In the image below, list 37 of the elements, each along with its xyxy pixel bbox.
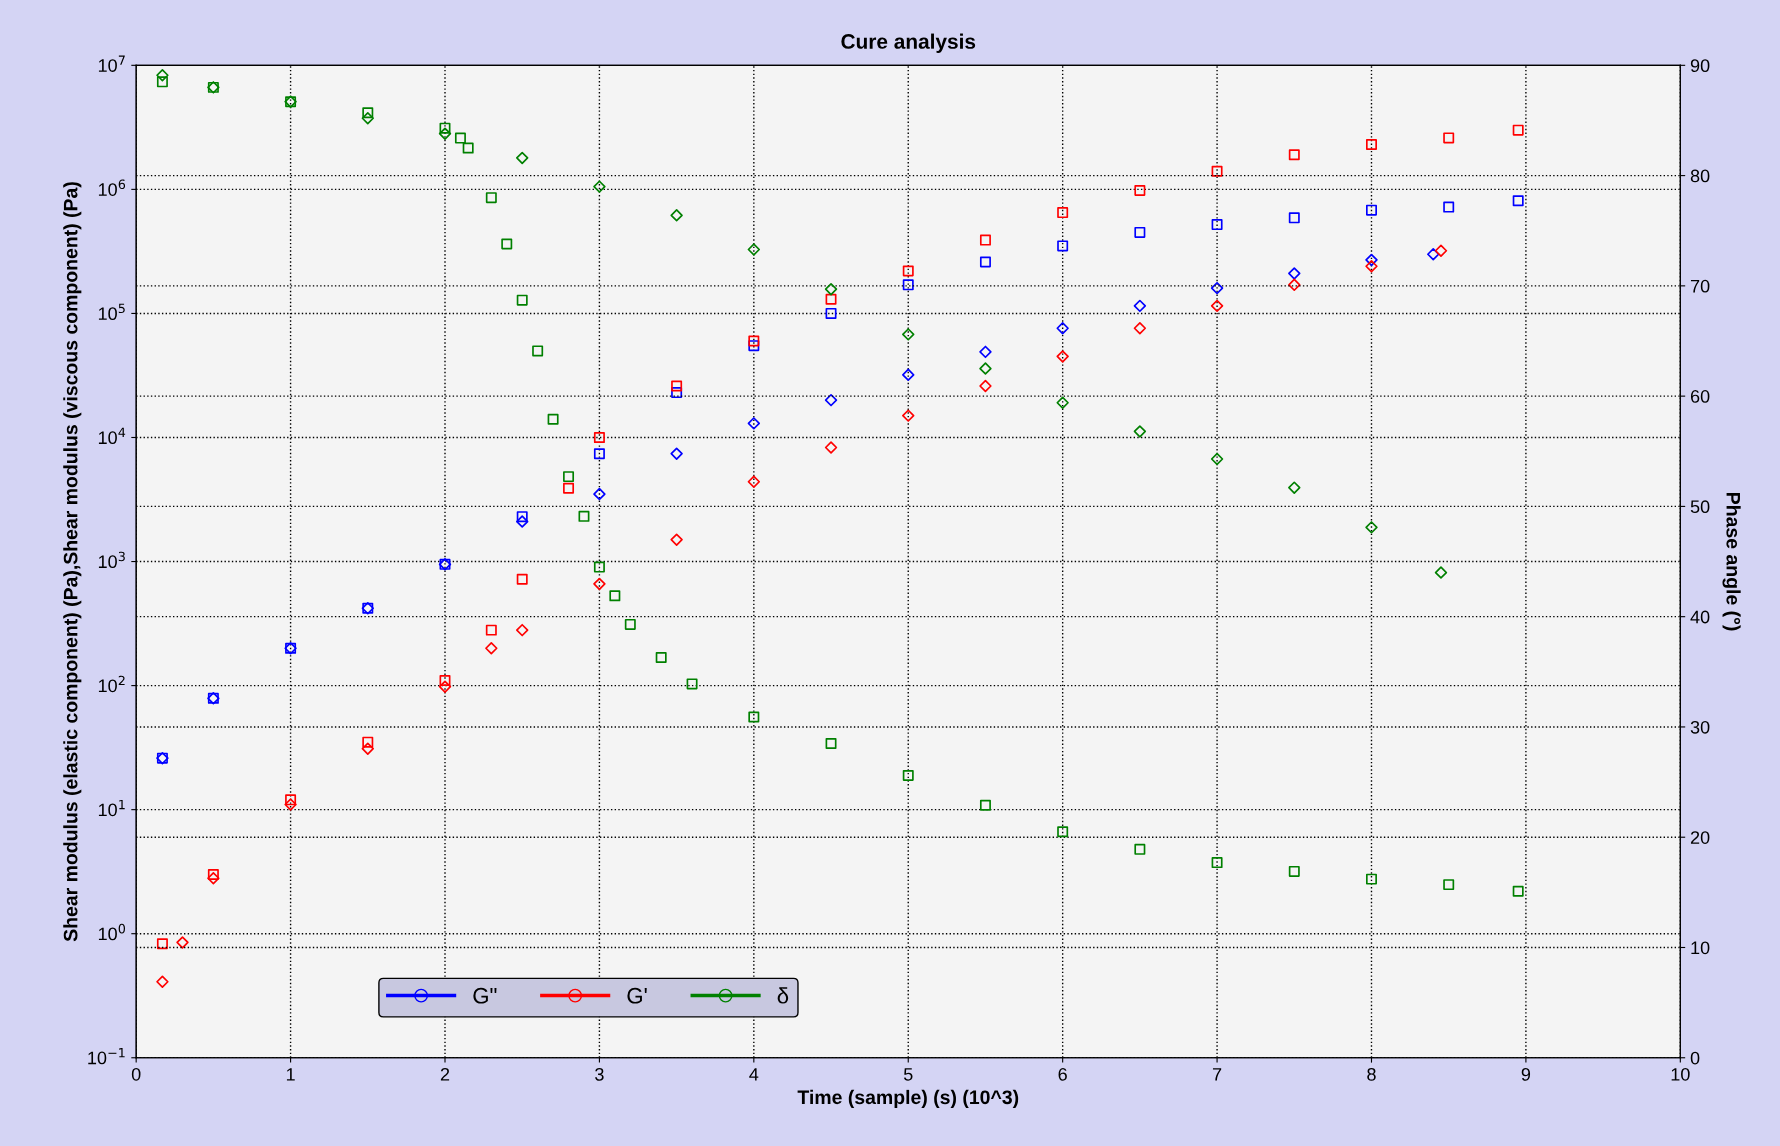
y2-tick-label: 90	[1690, 59, 1710, 73]
y2-tick-label: 60	[1690, 390, 1710, 403]
y-tick-label: 10$^{0}$	[98, 923, 126, 941]
y-tick-label: 10$^{3}$	[98, 551, 125, 569]
y-tick-label: 10$^{−1}$	[88, 1048, 125, 1065]
y2-tick-label: 20	[1690, 831, 1710, 844]
legend-label: G"	[473, 987, 497, 1004]
legend-label: δ	[777, 987, 789, 1004]
y-tick-label: 10$^{5}$	[98, 303, 125, 321]
x-axis-title: Time (sample) (s) (10^3)	[797, 1089, 1019, 1108]
x-tick-label: 10	[1671, 1067, 1690, 1081]
y2-axis-title: Phase angle (°)	[1722, 493, 1741, 631]
y-axis-title: Shear modulus (elastic component) (Pa),Shear modulus (viscous component) (Pa)	[63, 182, 82, 942]
x-tick-label: 5	[903, 1068, 913, 1081]
x-tick-label: 7	[1212, 1068, 1222, 1081]
y-tick-label: 10$^{6}$	[98, 179, 126, 196]
legend-label: G'	[627, 987, 647, 1004]
y2-tick-label: 40	[1690, 610, 1710, 624]
x-tick-label: 6	[1058, 1067, 1067, 1081]
y-tick-label: 10$^{1}$	[98, 799, 125, 817]
y2-tick-label: 80	[1690, 169, 1710, 183]
y-tick-label: 10$^{2}$	[98, 675, 125, 693]
x-tick-label: 9	[1521, 1067, 1531, 1081]
x-tick-label: 4	[749, 1068, 759, 1081]
y2-tick-label: 30	[1690, 720, 1710, 734]
y-tick-label: 10$^{7}$	[98, 55, 125, 72]
x-tick-label: 0	[131, 1067, 141, 1081]
x-tick-label: 8	[1367, 1067, 1376, 1081]
y2-tick-label: 10	[1691, 941, 1710, 955]
chart-title: Cure analysis	[841, 33, 976, 53]
y2-tick-label: 70	[1690, 279, 1710, 293]
x-tick-label: 1	[286, 1068, 295, 1081]
x-tick-label: 3	[595, 1067, 604, 1081]
y2-tick-label: 50	[1690, 500, 1710, 514]
x-tick-label: 2	[440, 1067, 450, 1081]
y-tick-label: 10$^{4}$	[98, 427, 126, 445]
y2-tick-label: 0	[1690, 1051, 1700, 1065]
